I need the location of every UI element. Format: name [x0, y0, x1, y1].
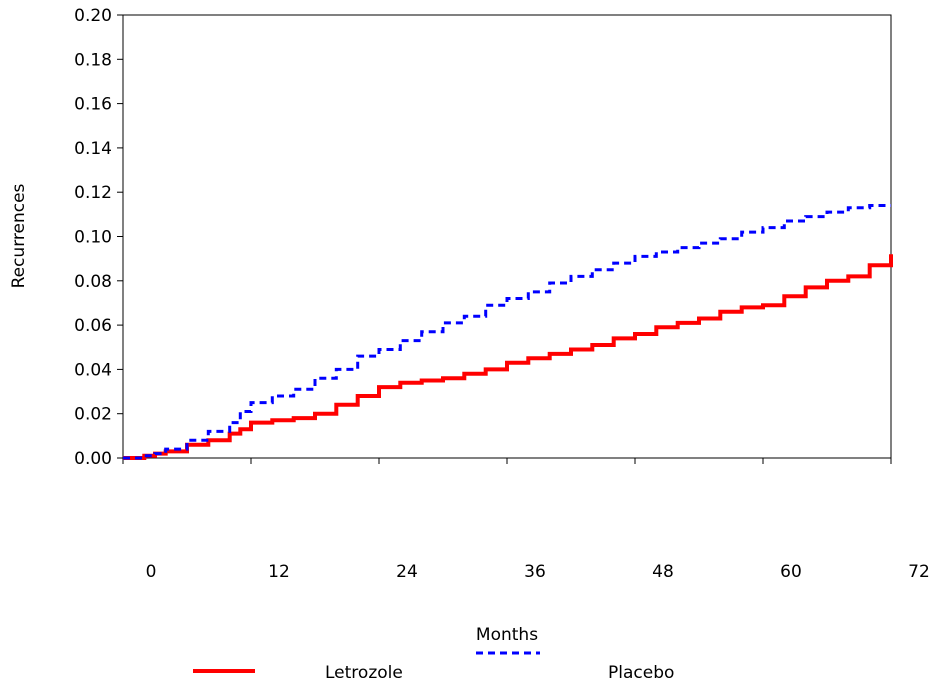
- x-tick-label: 60: [780, 562, 802, 582]
- y-tick-label: 0.08: [74, 272, 112, 292]
- x-tick-label: 12: [268, 562, 290, 582]
- y-tick-label: 0.20: [74, 6, 112, 26]
- plot-border: [122, 14, 892, 459]
- y-tick-label: 0.04: [74, 360, 112, 380]
- x-tick-label: 72: [908, 562, 930, 582]
- x-tick-label: 48: [652, 562, 674, 582]
- y-tick-label: 0.10: [74, 228, 112, 248]
- plot-frame: [122, 14, 892, 459]
- y-tick-label: 0.00: [74, 449, 112, 469]
- legend: Letrozole Placebo: [193, 651, 674, 683]
- x-axis: 0 12 24 36 48 60 72: [122, 458, 930, 582]
- x-tick-label: 36: [524, 562, 546, 582]
- y-tick-label: 0.14: [74, 139, 112, 159]
- legend-label-letrozole: Letrozole: [325, 663, 403, 683]
- y-axis: 0.00 0.02 0.04 0.06 0.08 0.10 0.12 0.14 0.16 0.18…: [74, 6, 123, 469]
- y-tick-label: 0.12: [74, 183, 112, 203]
- series-layer: [123, 204, 893, 460]
- x-axis-title: Months: [476, 625, 538, 645]
- x-tick-label: 24: [396, 562, 418, 582]
- series-line-letrozole: [123, 254, 893, 460]
- y-axis-title: Recurrences: [9, 183, 29, 288]
- x-tick-label: 0: [146, 562, 157, 582]
- legend-label-placebo: Placebo: [608, 663, 674, 683]
- series-line-placebo: [123, 204, 891, 460]
- y-tick-label: 0.18: [74, 50, 112, 70]
- y-tick-label: 0.16: [74, 95, 112, 115]
- y-tick-label: 0.02: [74, 405, 112, 425]
- y-tick-label: 0.06: [74, 316, 112, 336]
